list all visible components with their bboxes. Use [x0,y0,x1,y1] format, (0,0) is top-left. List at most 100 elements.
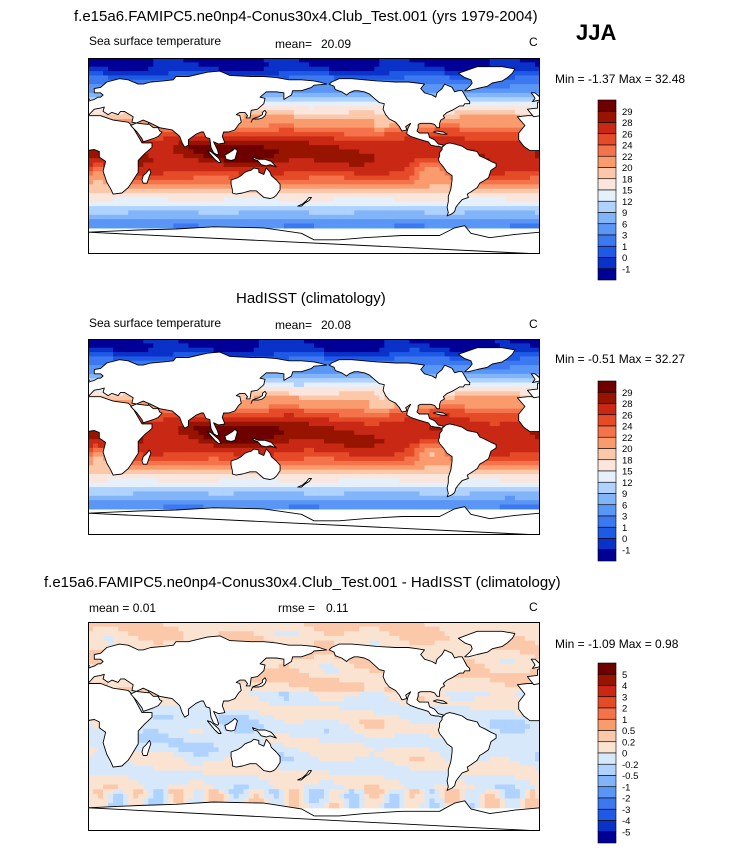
map-cell [369,391,375,397]
map-cell [454,206,461,212]
map-cell [223,184,230,190]
map-cell [163,223,169,229]
map-cell [494,132,501,137]
map-cell [409,62,416,68]
map-cell [404,179,411,185]
map-cell [143,184,149,190]
map-cell [319,88,325,94]
map-cell [534,88,540,94]
map-cell [529,347,536,353]
map-cell [494,184,501,190]
map-cell [349,188,355,194]
map-cell [489,92,496,98]
map-cell [444,171,451,177]
map-cell [208,210,215,216]
map-cell [113,339,119,344]
map-cell [409,75,416,81]
map-cell [319,210,325,216]
map-cell [293,395,300,401]
map-cell [93,166,99,172]
map-cell [93,206,99,212]
map-cell [308,101,315,107]
map-cell [203,206,210,212]
map-cell [494,210,501,216]
map-cell [354,214,360,220]
map-cell [308,352,315,358]
map-cell [223,188,230,194]
map-cell [534,188,540,194]
map-cell [379,132,385,137]
map-cell [108,223,114,229]
map-cell [484,193,491,198]
map-cell [93,193,99,198]
map-cell [158,214,164,220]
map-cell [394,158,400,164]
map-cell [118,75,124,81]
map-cell [173,343,179,349]
map-cell [263,123,270,129]
map-cell [369,97,375,103]
map-cell [208,66,215,72]
map-cell [404,62,411,68]
map-cell [474,343,481,349]
map-cell [283,188,290,194]
map-cell [263,395,270,401]
map-cell [98,162,104,168]
map-cell [268,386,275,392]
map-cell [364,373,370,379]
map-cell [529,66,536,72]
map-cell [93,223,99,229]
map-cell [88,343,94,349]
map-cell [389,188,395,194]
map-cell [339,386,345,392]
map-cell [519,369,526,375]
map-cell [88,162,94,168]
map-cell [103,214,109,220]
map-cell [449,356,456,362]
map-cell [218,158,225,164]
map-cell [394,214,400,220]
map-cell [143,66,149,72]
map-cell [334,105,340,111]
map-cell [293,140,300,146]
map-cell [273,149,280,155]
map-cell [133,184,139,190]
map-cell [258,214,265,220]
map-cell [434,352,441,358]
map-cell [319,395,325,401]
map-cell [324,162,330,168]
map-cell [319,369,325,375]
map-cell [183,201,190,207]
map-cell [268,158,275,164]
map-cell [88,62,94,68]
map-cell [374,339,380,344]
map-cell [389,175,395,181]
map-cell [334,210,340,216]
map-cell [529,101,536,107]
map-cell [258,110,265,116]
map-cell [329,391,335,397]
map-cell [288,210,295,216]
map-cell [369,158,375,164]
map-cell [118,339,124,344]
map-cell [324,399,330,405]
map-cell [529,71,536,77]
map-cell [484,118,491,124]
map-cell [329,97,335,103]
map-cell [108,206,114,212]
map-cell [293,127,300,133]
map-cell [243,145,250,151]
map-cell [509,188,516,194]
map-cell [168,166,174,172]
map-cell [128,184,134,190]
map-cell [509,206,516,212]
map-cell [308,58,315,63]
map-cell [258,347,265,353]
map-cell [424,153,431,159]
map-cell [514,62,521,68]
map-cell [414,193,421,198]
map-cell [504,58,511,63]
map-cell [158,158,164,164]
map-cell [529,339,536,344]
map-cell [88,175,94,181]
